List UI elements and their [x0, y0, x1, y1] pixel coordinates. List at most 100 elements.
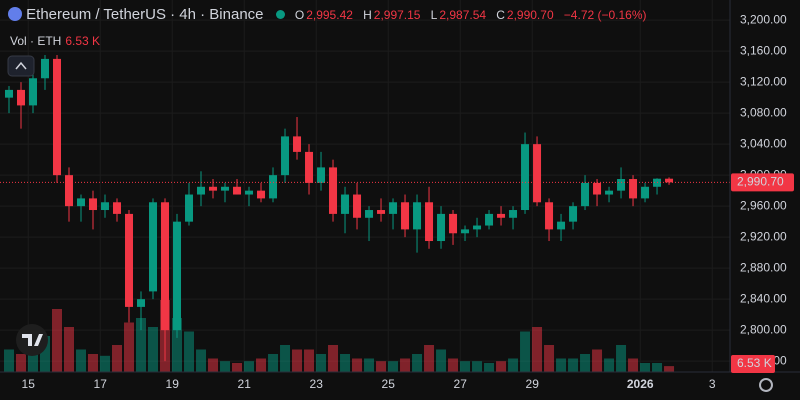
volume-bar	[376, 361, 387, 372]
candle-body	[461, 229, 470, 234]
volume-bar	[568, 358, 579, 372]
x-tick-label: 15	[22, 377, 36, 391]
volume-bar	[40, 336, 51, 372]
candle-body	[77, 198, 86, 207]
volume-bar	[652, 363, 663, 372]
candle-body	[413, 202, 422, 230]
candle-body	[65, 175, 74, 207]
low-key: L	[430, 8, 438, 22]
candle-body	[497, 213, 506, 218]
candle-body	[341, 194, 350, 214]
volume-bar	[16, 354, 27, 372]
change-value: −4.72 (−0.16%)	[563, 8, 647, 22]
candle-body	[149, 202, 158, 292]
y-tick-label: 3,160.00	[740, 43, 787, 57]
volume-bar	[448, 358, 459, 372]
open-value: 2,995.42	[306, 8, 353, 22]
candle-body	[401, 202, 410, 230]
volume-value: 6.53 K	[65, 34, 101, 48]
volume-bar	[256, 358, 267, 372]
volume-bar	[328, 345, 339, 372]
candle-body	[509, 210, 518, 218]
overlay: 3,200.00 3,160.00 3,120.00 3,080.00 3,040.00…	[22, 12, 794, 391]
y-tick-label: 2,920.00	[740, 229, 787, 243]
volume-bar	[76, 349, 87, 372]
candle-body	[569, 206, 578, 222]
market-status	[275, 10, 285, 19]
volume-bar	[28, 349, 39, 372]
volume-bar	[412, 354, 423, 372]
candle-body	[137, 299, 146, 307]
x-tick-label: 2026	[627, 377, 654, 391]
candle-body	[533, 144, 542, 203]
volume-bar	[172, 318, 183, 372]
volume-bar	[136, 318, 147, 372]
candle-body	[269, 175, 278, 199]
y-tick-label: 2,880.00	[740, 260, 787, 274]
x-tick-label: 3	[709, 377, 716, 391]
last-price-label: 2,990.70	[737, 175, 784, 189]
collapse-button[interactable]	[7, 55, 35, 77]
x-tick-label: 29	[526, 377, 540, 391]
candle-body	[245, 190, 254, 195]
candle-body	[305, 151, 314, 183]
volume-bar	[52, 309, 63, 372]
x-tick-label: 17	[94, 377, 108, 391]
y-tick-label: 2,800.00	[740, 322, 787, 336]
collapse-icon	[15, 61, 27, 70]
volume-bar	[400, 358, 411, 372]
candle-body	[173, 221, 182, 331]
candle-body	[521, 144, 530, 211]
x-tick-label: 25	[382, 377, 396, 391]
volume-bar	[148, 327, 159, 372]
candle-body	[293, 136, 302, 152]
symbol-icon	[8, 7, 22, 21]
volume-legend: Vol · ETH 6.53 K	[10, 34, 100, 48]
volume-bar	[544, 345, 555, 372]
last-price-tag	[731, 173, 794, 192]
candle-body	[317, 167, 326, 183]
candle-body	[257, 190, 266, 199]
candle-body	[581, 182, 590, 207]
candle-body	[449, 213, 458, 234]
candle-body	[485, 213, 494, 226]
volume-bar	[436, 349, 447, 372]
settings-icon[interactable]	[759, 378, 773, 392]
volume-bar	[508, 358, 519, 372]
volume-bar	[496, 361, 507, 372]
candle-body	[5, 89, 14, 98]
candle-body	[557, 221, 566, 230]
candle-body	[101, 202, 110, 211]
candle-body	[365, 210, 374, 218]
close-key: C	[496, 8, 505, 22]
candle-body	[353, 194, 362, 218]
volume-bar	[304, 349, 315, 372]
candle-body	[641, 186, 650, 199]
volume-bar	[88, 354, 99, 372]
candle-body	[665, 178, 674, 183]
candle-body	[425, 202, 434, 242]
volume-bar	[592, 349, 603, 372]
x-tick-label: 21	[238, 377, 252, 391]
candle-body	[593, 182, 602, 195]
candle-body	[41, 58, 50, 79]
y-tick-label: 2,840.00	[740, 291, 787, 305]
logo-mark	[22, 334, 43, 346]
y-tick-label: 3,200.00	[740, 12, 787, 26]
high-key: H	[363, 8, 372, 22]
volume-bar	[316, 354, 327, 372]
close-value: 2,990.70	[506, 8, 554, 22]
legend-header: Ethereum / TetherUS · 4h · Binance O 2,99…	[8, 6, 647, 23]
volume-bar	[184, 331, 195, 372]
candle-body	[329, 167, 338, 214]
y-tick-label: 3,080.00	[740, 105, 787, 119]
candle-body	[437, 213, 446, 242]
high-value: 2,997.15	[373, 8, 421, 22]
candle-body	[125, 213, 134, 307]
volume-bar	[520, 331, 531, 372]
candle-body	[17, 89, 26, 106]
volume-bar	[280, 345, 291, 372]
symbol-title: Ethereum / TetherUS · 4h · Binance	[26, 6, 264, 23]
